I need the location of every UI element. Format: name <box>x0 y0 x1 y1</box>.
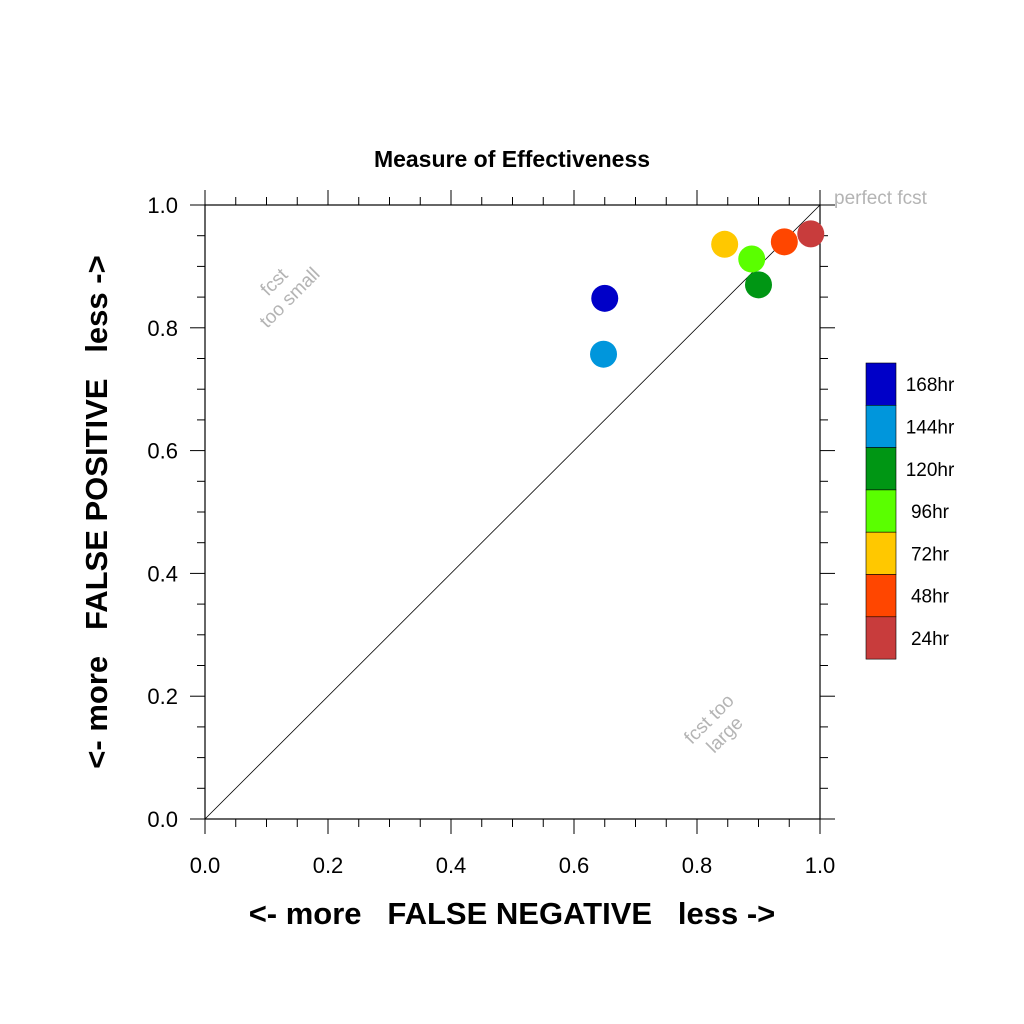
legend-label-24hr: 24hr <box>911 629 950 650</box>
y-axis-title: <- more FALSE POSITIVE less -> <box>79 255 114 768</box>
legend-swatch-24hr <box>865 616 897 660</box>
chart-title: Measure of Effectiveness <box>374 146 650 172</box>
x-tick-label: 0.0 <box>190 853 221 878</box>
annotation-fcst-too-small: fcst too small <box>256 264 325 333</box>
legend-label-96hr: 96hr <box>911 502 950 523</box>
y-tick-label: 0.6 <box>147 439 178 464</box>
point-120hr <box>745 271 772 299</box>
y-tick-label: 0.8 <box>147 316 178 341</box>
y-tick-label: 0.4 <box>147 561 178 586</box>
x-tick-label: 0.4 <box>436 853 467 878</box>
x-tick-label: 1.0 <box>805 853 836 878</box>
legend-swatch-144hr <box>865 404 897 448</box>
legend-swatch-120hr <box>865 447 897 491</box>
point-72hr <box>711 230 739 258</box>
legend-label-48hr: 48hr <box>911 587 950 608</box>
point-24hr <box>797 220 825 248</box>
y-tick-label: 0.2 <box>147 684 178 709</box>
annotation-perfect-fcst: perfect fcst <box>834 188 928 209</box>
point-168hr <box>591 284 619 312</box>
y-tick-label: 1.0 <box>147 193 178 218</box>
axis-ticks: 0.0 0.0 0.2 0.2 0.4 0.4 0.6 0.6 0.8 0.8 1.0 1.0 <box>147 190 835 878</box>
y-tick-label: 0.0 <box>147 807 178 832</box>
x-axis-title: <- more FALSE NEGATIVE less -> <box>249 896 776 931</box>
legend-label-72hr: 72hr <box>911 544 950 565</box>
legend-swatch-96hr <box>865 489 897 533</box>
legend-label-168hr: 168hr <box>906 375 955 396</box>
point-48hr <box>770 228 798 256</box>
legend-label-144hr: 144hr <box>906 417 955 438</box>
perfect-forecast-diagonal <box>204 204 821 820</box>
legend-swatch-168hr <box>865 362 897 406</box>
legend: 168hr 144hr 120hr 96hr 72hr 48hr 24hr <box>865 362 955 660</box>
x-tick-label: 0.6 <box>559 853 590 878</box>
legend-swatch-48hr <box>865 574 897 618</box>
annotation-small-line2: too small <box>256 264 325 333</box>
point-144hr <box>590 340 618 368</box>
legend-swatch-72hr <box>865 531 897 575</box>
x-tick-label: 0.8 <box>682 853 713 878</box>
legend-label-120hr: 120hr <box>906 460 955 481</box>
point-96hr <box>738 245 766 273</box>
data-points <box>590 220 825 368</box>
annotation-fcst-too-large: fcst too large <box>680 690 747 757</box>
x-tick-label: 0.2 <box>313 853 344 878</box>
